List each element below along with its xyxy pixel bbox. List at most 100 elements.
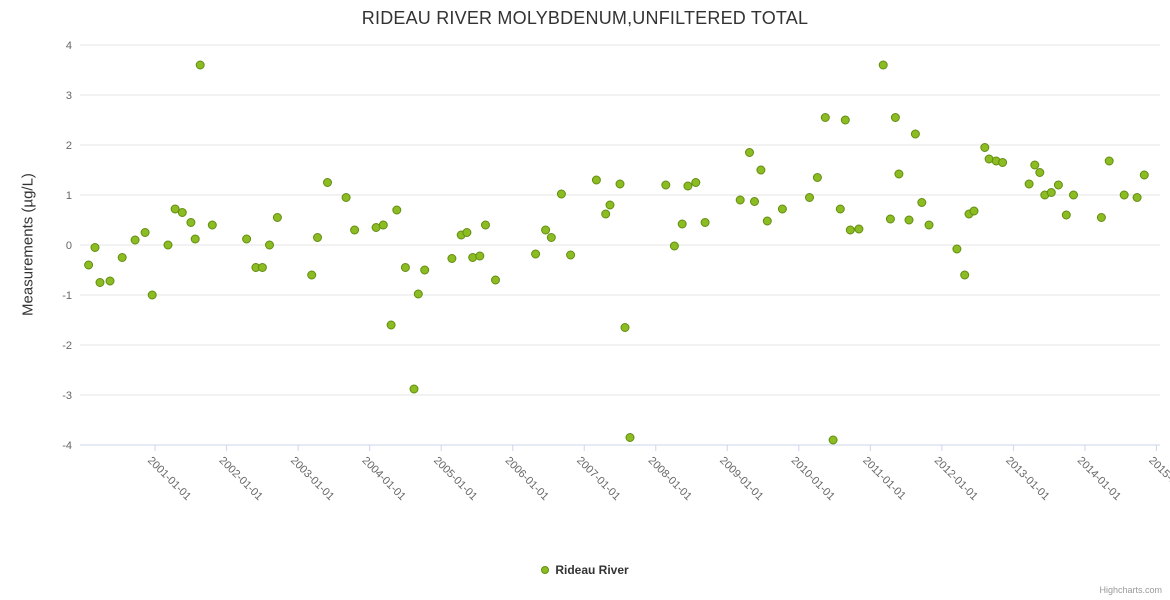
data-point[interactable]	[756, 165, 766, 175]
data-point[interactable]	[491, 275, 500, 285]
data-point[interactable]	[969, 206, 979, 216]
data-point[interactable]	[272, 213, 282, 222]
data-point[interactable]	[556, 189, 566, 199]
data-point[interactable]	[323, 178, 332, 187]
data-point[interactable]	[313, 233, 322, 242]
data-point[interactable]	[845, 225, 855, 235]
data-point[interactable]	[481, 220, 490, 230]
data-point[interactable]	[625, 433, 635, 442]
data-point[interactable]	[531, 249, 541, 259]
data-point[interactable]	[835, 204, 845, 214]
data-point[interactable]	[242, 234, 252, 244]
data-point[interactable]	[95, 278, 105, 287]
data-point[interactable]	[700, 218, 710, 227]
data-point[interactable]	[924, 220, 934, 230]
data-point[interactable]	[1132, 193, 1142, 202]
data-point[interactable]	[265, 240, 274, 250]
data-point[interactable]	[307, 270, 317, 280]
data-point[interactable]	[1024, 179, 1034, 189]
data-point[interactable]	[566, 250, 576, 260]
data-point[interactable]	[1053, 180, 1063, 190]
data-point[interactable]	[392, 205, 402, 215]
data-point[interactable]	[147, 290, 157, 300]
data-point[interactable]	[677, 219, 687, 229]
legend-marker-icon	[541, 566, 550, 574]
data-point[interactable]	[805, 193, 814, 202]
data-point[interactable]	[750, 197, 759, 206]
data-point[interactable]	[1061, 210, 1071, 220]
data-point[interactable]	[890, 113, 900, 122]
data-point[interactable]	[475, 251, 485, 261]
data-point[interactable]	[350, 225, 360, 235]
data-point[interactable]	[257, 263, 267, 272]
data-point[interactable]	[190, 234, 200, 244]
data-point[interactable]	[1046, 188, 1056, 197]
data-point[interactable]	[1139, 170, 1149, 180]
data-point[interactable]	[409, 384, 419, 394]
data-point[interactable]	[447, 254, 457, 263]
highcharts-credit-link[interactable]: Highcharts.com	[1099, 585, 1162, 595]
data-point[interactable]	[90, 243, 100, 252]
data-point[interactable]	[140, 228, 150, 237]
data-point[interactable]	[878, 60, 888, 70]
data-point[interactable]	[601, 209, 611, 219]
data-point[interactable]	[1030, 160, 1040, 170]
data-point[interactable]	[195, 60, 205, 70]
data-point[interactable]	[669, 241, 679, 251]
data-point[interactable]	[1035, 168, 1045, 177]
data-point[interactable]	[777, 204, 787, 214]
data-point[interactable]	[130, 235, 140, 245]
data-point[interactable]	[207, 220, 217, 230]
data-point[interactable]	[105, 276, 115, 286]
data-point[interactable]	[885, 214, 895, 224]
data-point[interactable]	[546, 233, 556, 242]
data-point[interactable]	[84, 260, 94, 270]
data-point[interactable]	[163, 240, 173, 250]
data-point[interactable]	[117, 253, 127, 262]
data-point[interactable]	[413, 289, 423, 299]
data-point[interactable]	[177, 208, 187, 217]
data-point[interactable]	[812, 173, 822, 182]
data-point[interactable]	[735, 195, 745, 205]
x-tick-label: 2007-01-01	[574, 455, 622, 503]
data-point[interactable]	[420, 265, 430, 275]
data-point[interactable]	[998, 158, 1008, 167]
data-point[interactable]	[620, 323, 630, 332]
data-point[interactable]	[605, 200, 615, 210]
data-point[interactable]	[378, 220, 388, 230]
data-point[interactable]	[894, 169, 904, 179]
legend-item-rideau-river[interactable]: Rideau River	[0, 563, 1170, 577]
data-point[interactable]	[820, 113, 830, 122]
data-point[interactable]	[910, 129, 920, 139]
data-point[interactable]	[904, 215, 914, 225]
data-point[interactable]	[854, 224, 864, 234]
data-point[interactable]	[1096, 213, 1106, 222]
data-point[interactable]	[952, 244, 962, 254]
data-point[interactable]	[462, 228, 472, 237]
data-point[interactable]	[1104, 156, 1114, 166]
data-point[interactable]	[615, 179, 625, 189]
data-point[interactable]	[917, 198, 927, 207]
data-point[interactable]	[186, 218, 196, 227]
data-point[interactable]	[661, 180, 671, 190]
data-point[interactable]	[960, 270, 970, 280]
data-point[interactable]	[762, 216, 772, 226]
data-point[interactable]	[828, 435, 838, 445]
data-point[interactable]	[840, 115, 850, 125]
data-point[interactable]	[591, 175, 601, 185]
data-point[interactable]	[386, 320, 396, 330]
data-point[interactable]	[541, 225, 551, 235]
data-point[interactable]	[745, 148, 754, 157]
data-point[interactable]	[683, 181, 693, 191]
data-point[interactable]	[980, 143, 990, 152]
x-tick-label: 2012-01-01	[932, 455, 980, 503]
data-point[interactable]	[400, 263, 410, 272]
y-tick-label: -2	[62, 340, 72, 352]
data-point[interactable]	[691, 178, 701, 187]
x-tick-label: 2001-01-01	[145, 455, 193, 503]
data-point[interactable]	[341, 193, 351, 202]
data-point[interactable]	[1119, 190, 1129, 200]
data-point[interactable]	[1069, 190, 1078, 200]
data-point[interactable]	[170, 204, 180, 214]
